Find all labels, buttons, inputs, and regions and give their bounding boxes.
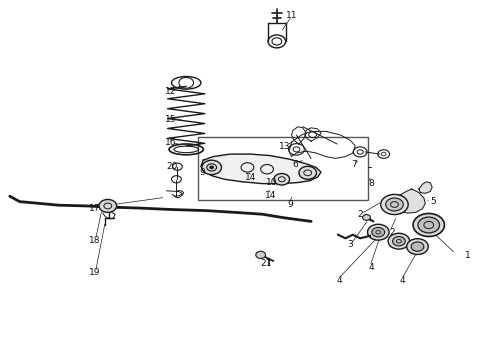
Text: 17: 17: [89, 204, 100, 212]
Text: 14: 14: [245, 173, 257, 182]
Circle shape: [99, 199, 117, 212]
Circle shape: [386, 198, 403, 211]
Text: 4: 4: [368, 263, 374, 272]
Text: 20: 20: [167, 162, 178, 171]
Circle shape: [202, 160, 221, 175]
Text: 19: 19: [89, 269, 100, 277]
Text: 10: 10: [266, 179, 278, 188]
Circle shape: [392, 237, 405, 246]
Circle shape: [418, 217, 440, 233]
Circle shape: [381, 194, 408, 215]
Circle shape: [210, 166, 214, 169]
Polygon shape: [201, 154, 321, 184]
Text: 12: 12: [165, 87, 176, 96]
Circle shape: [407, 239, 428, 255]
Circle shape: [256, 251, 266, 258]
Text: 14: 14: [265, 191, 276, 199]
Circle shape: [413, 213, 444, 237]
Text: 1: 1: [465, 251, 471, 260]
Text: 16: 16: [165, 139, 176, 148]
Text: 5: 5: [430, 197, 436, 206]
Text: 4: 4: [400, 276, 406, 284]
Text: 9: 9: [199, 168, 205, 177]
Text: 4: 4: [336, 276, 342, 284]
Text: 9: 9: [287, 200, 293, 209]
Polygon shape: [394, 189, 425, 213]
Text: 2: 2: [389, 228, 395, 237]
Text: 3: 3: [347, 240, 353, 249]
Polygon shape: [419, 182, 432, 193]
Circle shape: [388, 233, 410, 249]
Circle shape: [274, 174, 290, 185]
Text: 21: 21: [260, 259, 272, 268]
Text: 8: 8: [368, 179, 374, 188]
Circle shape: [411, 242, 424, 251]
Circle shape: [363, 215, 370, 220]
Text: 2: 2: [357, 210, 363, 219]
Text: 15: 15: [165, 115, 176, 124]
Bar: [198, 137, 368, 200]
Text: 13: 13: [279, 142, 291, 151]
Text: 18: 18: [89, 236, 100, 245]
Circle shape: [299, 166, 317, 179]
Text: 7: 7: [351, 160, 357, 169]
Polygon shape: [382, 194, 405, 213]
Circle shape: [372, 228, 385, 237]
Text: 6: 6: [292, 160, 298, 169]
Text: 11: 11: [286, 11, 297, 20]
Circle shape: [368, 224, 389, 240]
